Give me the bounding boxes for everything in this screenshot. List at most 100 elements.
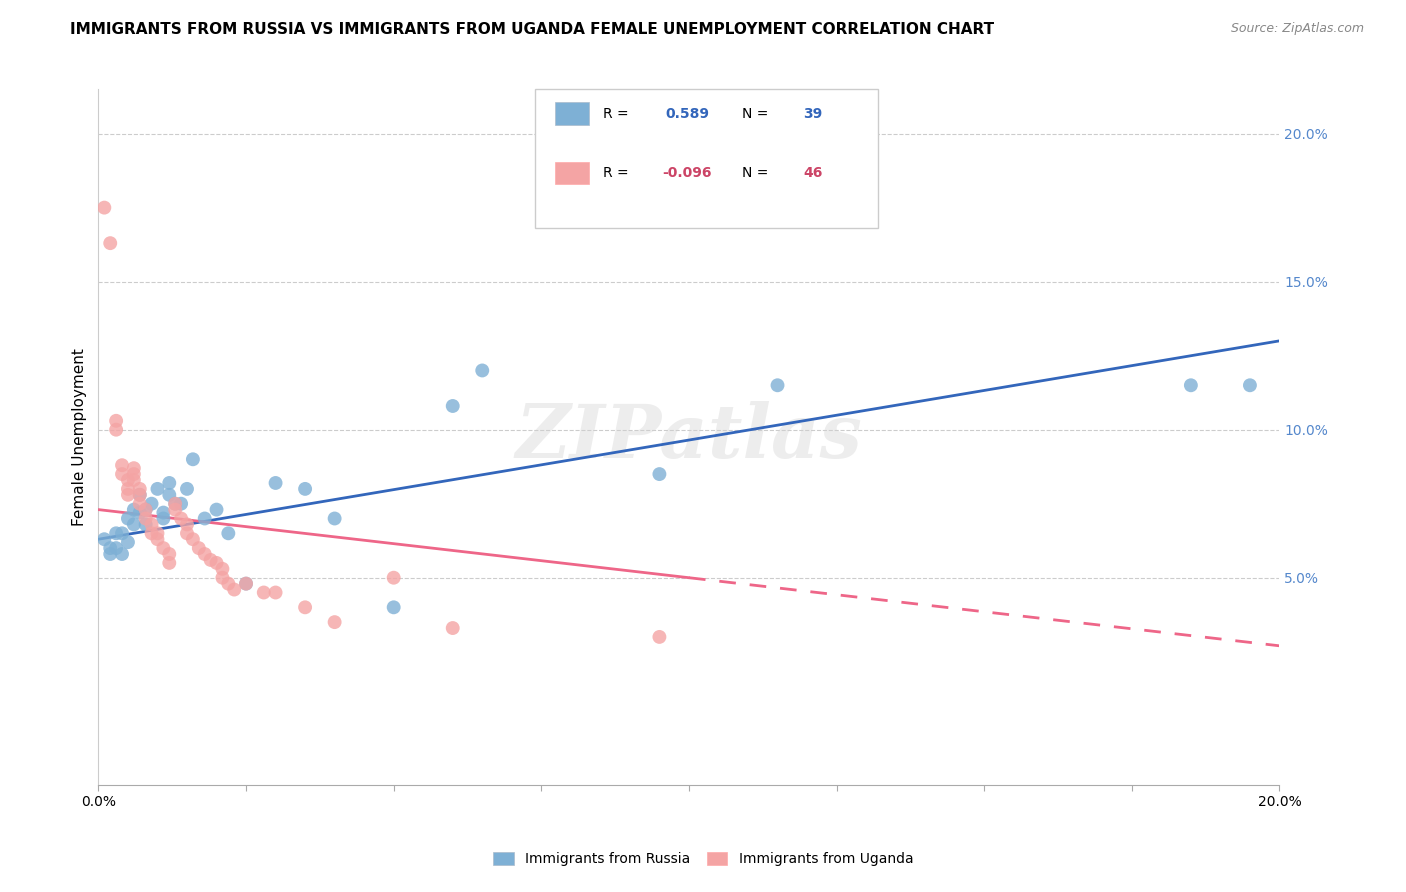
FancyBboxPatch shape xyxy=(536,89,877,228)
Text: N =: N = xyxy=(742,166,773,179)
Point xyxy=(152,511,174,525)
Point xyxy=(105,526,128,541)
FancyBboxPatch shape xyxy=(555,103,589,125)
Point xyxy=(135,502,157,516)
Point xyxy=(98,541,121,555)
Point xyxy=(117,488,139,502)
Point xyxy=(170,511,193,525)
Point xyxy=(264,585,287,599)
Text: 39: 39 xyxy=(803,106,823,120)
Text: R =: R = xyxy=(603,166,633,179)
Point xyxy=(235,576,257,591)
Point xyxy=(152,506,174,520)
Point xyxy=(105,423,128,437)
Point xyxy=(253,585,276,599)
Point xyxy=(165,497,187,511)
Point xyxy=(122,502,145,516)
Point xyxy=(1180,378,1202,392)
Point xyxy=(382,600,405,615)
Point xyxy=(111,526,134,541)
Text: N =: N = xyxy=(742,106,773,120)
Point xyxy=(93,201,115,215)
Text: ZIPatlas: ZIPatlas xyxy=(516,401,862,474)
Text: R =: R = xyxy=(603,106,633,120)
Point xyxy=(176,526,198,541)
Point xyxy=(471,363,494,377)
Point xyxy=(224,582,246,597)
Point xyxy=(111,547,134,561)
Point xyxy=(187,541,209,555)
Point xyxy=(111,458,134,473)
Point xyxy=(122,473,145,487)
Point xyxy=(217,526,239,541)
Point xyxy=(170,497,193,511)
Point xyxy=(294,600,316,615)
Text: 0.589: 0.589 xyxy=(665,106,709,120)
Point xyxy=(135,502,157,516)
Point xyxy=(141,517,163,532)
FancyBboxPatch shape xyxy=(555,161,589,184)
Point xyxy=(105,414,128,428)
Text: -0.096: -0.096 xyxy=(662,166,711,179)
Point xyxy=(211,562,233,576)
Point xyxy=(441,399,464,413)
Point xyxy=(200,553,222,567)
Point xyxy=(157,547,180,561)
Point xyxy=(128,497,150,511)
Point xyxy=(217,576,239,591)
Point xyxy=(648,630,671,644)
Point xyxy=(235,576,257,591)
Point xyxy=(211,571,233,585)
Point xyxy=(766,378,789,392)
Point xyxy=(141,497,163,511)
Point xyxy=(205,556,228,570)
Point xyxy=(117,535,139,549)
Point xyxy=(194,547,217,561)
Point xyxy=(122,517,145,532)
Point xyxy=(135,511,157,525)
Point xyxy=(157,556,180,570)
Point xyxy=(146,526,169,541)
Point xyxy=(648,467,671,481)
Point xyxy=(98,547,121,561)
Point xyxy=(152,541,174,555)
Point xyxy=(165,502,187,516)
Text: 46: 46 xyxy=(803,166,823,179)
Point xyxy=(128,506,150,520)
Text: Source: ZipAtlas.com: Source: ZipAtlas.com xyxy=(1230,22,1364,36)
Point xyxy=(105,541,128,555)
Point xyxy=(181,533,204,547)
Point xyxy=(146,482,169,496)
Y-axis label: Female Unemployment: Female Unemployment xyxy=(72,348,87,526)
Point xyxy=(1239,378,1261,392)
Point xyxy=(128,488,150,502)
Point xyxy=(176,517,198,532)
Point xyxy=(176,482,198,496)
Point xyxy=(323,615,346,629)
Point xyxy=(205,502,228,516)
Point xyxy=(122,461,145,475)
Point xyxy=(128,482,150,496)
Point xyxy=(441,621,464,635)
Point xyxy=(111,467,134,481)
Legend: Immigrants from Russia, Immigrants from Uganda: Immigrants from Russia, Immigrants from … xyxy=(488,847,918,871)
Point xyxy=(157,475,180,490)
Point xyxy=(117,473,139,487)
Point xyxy=(117,482,139,496)
Point xyxy=(181,452,204,467)
Point xyxy=(194,511,217,525)
Text: IMMIGRANTS FROM RUSSIA VS IMMIGRANTS FROM UGANDA FEMALE UNEMPLOYMENT CORRELATION: IMMIGRANTS FROM RUSSIA VS IMMIGRANTS FRO… xyxy=(70,22,994,37)
Point xyxy=(157,488,180,502)
Point xyxy=(98,236,121,251)
Point xyxy=(93,533,115,547)
Point xyxy=(141,526,163,541)
Point xyxy=(323,511,346,525)
Point xyxy=(122,467,145,481)
Point xyxy=(128,488,150,502)
Point xyxy=(382,571,405,585)
Point xyxy=(294,482,316,496)
Point xyxy=(146,533,169,547)
Point xyxy=(117,511,139,525)
Point xyxy=(135,517,157,532)
Point xyxy=(264,475,287,490)
